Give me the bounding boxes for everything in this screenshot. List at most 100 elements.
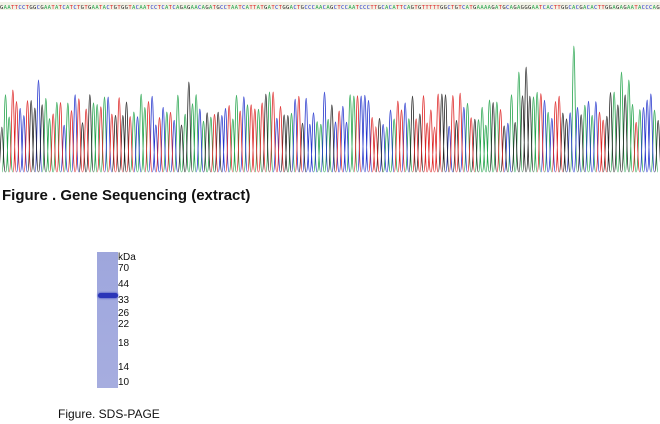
base-call-16: T <box>59 5 63 11</box>
base-call-176: C <box>645 5 648 11</box>
base-call-62: T <box>227 5 231 11</box>
base-call-70: A <box>257 5 261 11</box>
sds-page-caption: Figure. SDS-PAGE <box>58 407 160 421</box>
base-call-67: A <box>246 5 250 11</box>
base-call-115: T <box>422 5 426 11</box>
base-call-150: C <box>550 5 553 11</box>
base-call-71: T <box>260 5 264 11</box>
base-call-14: T <box>51 5 55 11</box>
base-call-144: G <box>528 5 531 11</box>
base-call-135: A <box>495 5 499 11</box>
base-call-156: A <box>572 5 576 11</box>
base-call-47: C <box>172 5 175 11</box>
base-call-60: C <box>220 5 223 11</box>
base-call-18: A <box>66 5 70 11</box>
base-call-95: A <box>348 5 352 11</box>
trace-G <box>0 66 660 173</box>
base-call-143: G <box>524 5 527 11</box>
base-call-23: T <box>84 5 88 11</box>
base-call-149: A <box>546 5 550 11</box>
trace-A <box>1 45 659 173</box>
base-call-169: A <box>620 5 624 11</box>
base-call-4: T <box>15 5 19 11</box>
base-call-19: T <box>70 5 74 11</box>
base-call-171: A <box>627 5 631 11</box>
base-call-173: T <box>634 5 638 11</box>
base-call-90: G <box>330 5 333 11</box>
base-call-167: A <box>612 5 616 11</box>
base-call-9: G <box>33 5 36 11</box>
marker-14: 14 <box>118 362 130 373</box>
base-call-25: A <box>92 5 96 11</box>
base-call-41: C <box>150 5 153 11</box>
gene-sequencing-caption: Figure . Gene Sequencing (extract) <box>2 187 251 204</box>
base-call-157: C <box>576 5 579 11</box>
base-call-8: G <box>29 5 32 11</box>
base-call-55: A <box>202 5 206 11</box>
base-call-49: G <box>180 5 183 11</box>
base-call-35: T <box>128 5 132 11</box>
base-call-26: A <box>95 5 99 11</box>
base-call-92: T <box>337 5 341 11</box>
base-call-12: A <box>44 5 48 11</box>
base-call-17: C <box>62 5 65 11</box>
base-call-32: T <box>117 5 121 11</box>
base-call-160: C <box>587 5 590 11</box>
base-call-136: T <box>499 5 503 11</box>
base-call-130: A <box>477 5 481 11</box>
base-call-1: A <box>4 5 8 11</box>
base-call-147: T <box>539 5 543 11</box>
base-call-88: C <box>323 5 326 11</box>
base-call-96: A <box>352 5 356 11</box>
base-call-57: A <box>209 5 213 11</box>
base-call-104: C <box>381 5 384 11</box>
base-call-124: G <box>455 5 458 11</box>
kda-unit-label: kDa <box>118 252 136 263</box>
base-call-125: T <box>458 5 462 11</box>
base-call-36: A <box>132 5 136 11</box>
base-call-38: A <box>139 5 143 11</box>
base-call-93: C <box>341 5 344 11</box>
base-call-128: T <box>469 5 473 11</box>
marker-18: 18 <box>118 338 130 349</box>
base-call-83: C <box>304 5 307 11</box>
base-call-97: T <box>356 5 360 11</box>
base-call-170: G <box>623 5 626 11</box>
trace-C <box>16 79 655 173</box>
base-call-76: T <box>279 5 283 11</box>
base-call-81: T <box>297 5 301 11</box>
base-call-3: T <box>11 5 15 11</box>
base-call-166: G <box>609 5 612 11</box>
base-call-172: A <box>631 5 635 11</box>
base-call-108: T <box>396 5 400 11</box>
base-call-127: A <box>466 5 470 11</box>
base-call-174: A <box>638 5 642 11</box>
base-call-179: G <box>656 5 659 11</box>
base-call-11: G <box>40 5 43 11</box>
base-call-0: G <box>0 5 3 11</box>
base-call-106: C <box>389 5 392 11</box>
marker-26: 26 <box>118 308 130 319</box>
base-call-51: G <box>187 5 190 11</box>
base-call-163: T <box>598 5 602 11</box>
base-call-56: G <box>205 5 208 11</box>
base-call-140: G <box>513 5 516 11</box>
base-call-151: T <box>554 5 558 11</box>
base-call-65: T <box>238 5 242 11</box>
base-call-103: G <box>378 5 381 11</box>
base-call-80: C <box>293 5 296 11</box>
base-call-40: T <box>147 5 151 11</box>
base-call-98: C <box>359 5 362 11</box>
base-call-63: A <box>231 5 235 11</box>
base-call-146: A <box>535 5 539 11</box>
base-call-105: A <box>385 5 389 11</box>
base-call-148: C <box>543 5 546 11</box>
base-call-31: G <box>114 5 117 11</box>
base-call-116: T <box>425 5 429 11</box>
base-call-177: C <box>649 5 652 11</box>
base-call-117: T <box>429 5 433 11</box>
base-call-77: G <box>282 5 285 11</box>
base-call-162: C <box>594 5 597 11</box>
base-call-61: C <box>224 5 227 11</box>
base-call-109: T <box>400 5 404 11</box>
